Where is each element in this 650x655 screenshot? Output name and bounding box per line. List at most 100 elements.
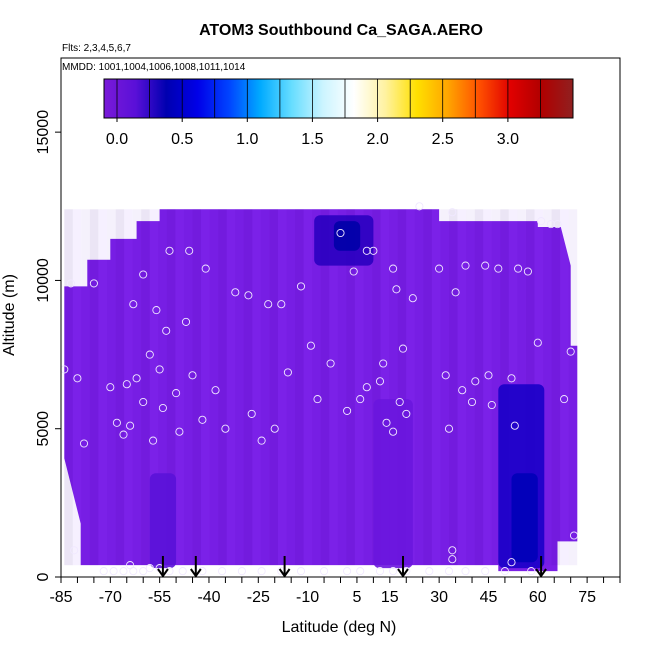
field-stripe [431,209,441,566]
observation-point [537,217,546,226]
observation-point [221,424,230,433]
observation-point [481,567,490,576]
observation-point [362,246,371,255]
field-stripe [226,209,236,566]
observation-point [126,421,135,430]
observation-point [119,430,128,439]
y-tick-label: 15000 [35,110,52,155]
heatmap-field [64,209,578,572]
observation-point [66,279,75,288]
observation-point [441,371,450,380]
axes: -85 -70 -55 -40 -25 -10 5 15 30 45 60 75 0 5000 10000 1… [35,110,621,606]
observation-point [185,246,194,255]
field-stripe [115,209,125,566]
observation-point [349,267,358,276]
observation-point [244,291,253,300]
observation-point [172,389,181,398]
observation-point [389,264,398,273]
observation-point [553,220,562,229]
observation-point [487,400,496,410]
observation-point [129,567,138,576]
chart-title: ATOM3 Southbound Ca_SAGA.AERO [199,22,483,39]
observation-point [560,395,569,404]
field-low-region [373,399,413,569]
observation-point [546,220,555,229]
field-stripe [243,209,253,566]
observation-point [369,246,378,255]
colorbar: 0.0 0.5 1.0 1.5 2.0 2.5 3.0 [103,78,574,148]
field-stripe [414,209,424,566]
field-low-region [149,473,177,569]
field-stripe [560,209,569,566]
flight-arrows [157,556,547,578]
observation-point [408,294,417,303]
observation-point [343,567,352,576]
x-tick-label: 15 [381,589,399,606]
observation-point [510,421,519,430]
observation-point [139,270,148,279]
colorbar-tick-label: 2.0 [366,131,388,148]
observation-point [145,350,154,359]
field-stripe [166,209,176,566]
field-stripe [260,209,270,566]
x-tick-label: -10 [296,589,319,606]
observation-point [461,261,470,270]
observation-point [139,567,148,576]
observation-point [448,555,457,564]
field-stripe [440,209,449,566]
field-stripe [457,209,467,566]
observation-point [306,341,315,350]
x-tick-label: -55 [148,589,171,606]
observation-point [527,567,536,576]
observation-point [247,409,256,418]
observation-point [415,202,424,211]
x-tick-label: 75 [578,589,596,606]
observation-point [398,344,408,353]
y-axis-label: Altitude (m) [1,274,18,356]
x-tick-label: 30 [430,589,448,606]
observation-point [119,567,128,576]
observation-point [181,317,191,326]
observation-point [375,377,385,386]
observation-point [494,264,503,273]
field-stripe [158,209,167,566]
field-stripe [235,209,244,566]
observation-point [139,397,148,407]
field-stripe [423,209,432,566]
plot-frame [60,57,621,578]
field-low-region [511,473,538,563]
observation-point [435,264,444,273]
x-tick-label: 60 [529,589,547,606]
observation-point [467,397,477,407]
observation-point [569,531,579,540]
observation-point [500,567,509,576]
observation-point [175,427,184,436]
field-stripe [141,209,150,566]
field-stripe [337,209,347,566]
field-stripe [543,209,552,566]
flight-arrow [397,556,409,578]
observation-point [425,567,434,576]
observation-point [533,338,542,347]
observation-point [145,564,154,573]
observation-point [132,374,141,383]
observation-point [507,558,516,567]
observation-point [379,359,388,368]
colorbar-tick-label: 1.5 [301,131,323,148]
observation-point [99,567,108,576]
observation-point [79,439,89,448]
x-axis-label: Latitude (deg N) [282,619,397,636]
colorbar-tick-label: 0.0 [106,131,128,148]
observation-point [484,371,493,380]
observation-point [70,546,79,555]
observation-point [375,567,385,576]
field-stripe [312,209,321,566]
field-stripe [286,209,296,566]
x-tick-label: 45 [480,589,498,606]
observation-point [231,288,240,297]
y-tick-label: 5000 [35,411,52,447]
field-stripe [201,209,210,566]
field-stripe [303,209,313,566]
observation-point [296,567,306,576]
observation-point [257,567,266,576]
